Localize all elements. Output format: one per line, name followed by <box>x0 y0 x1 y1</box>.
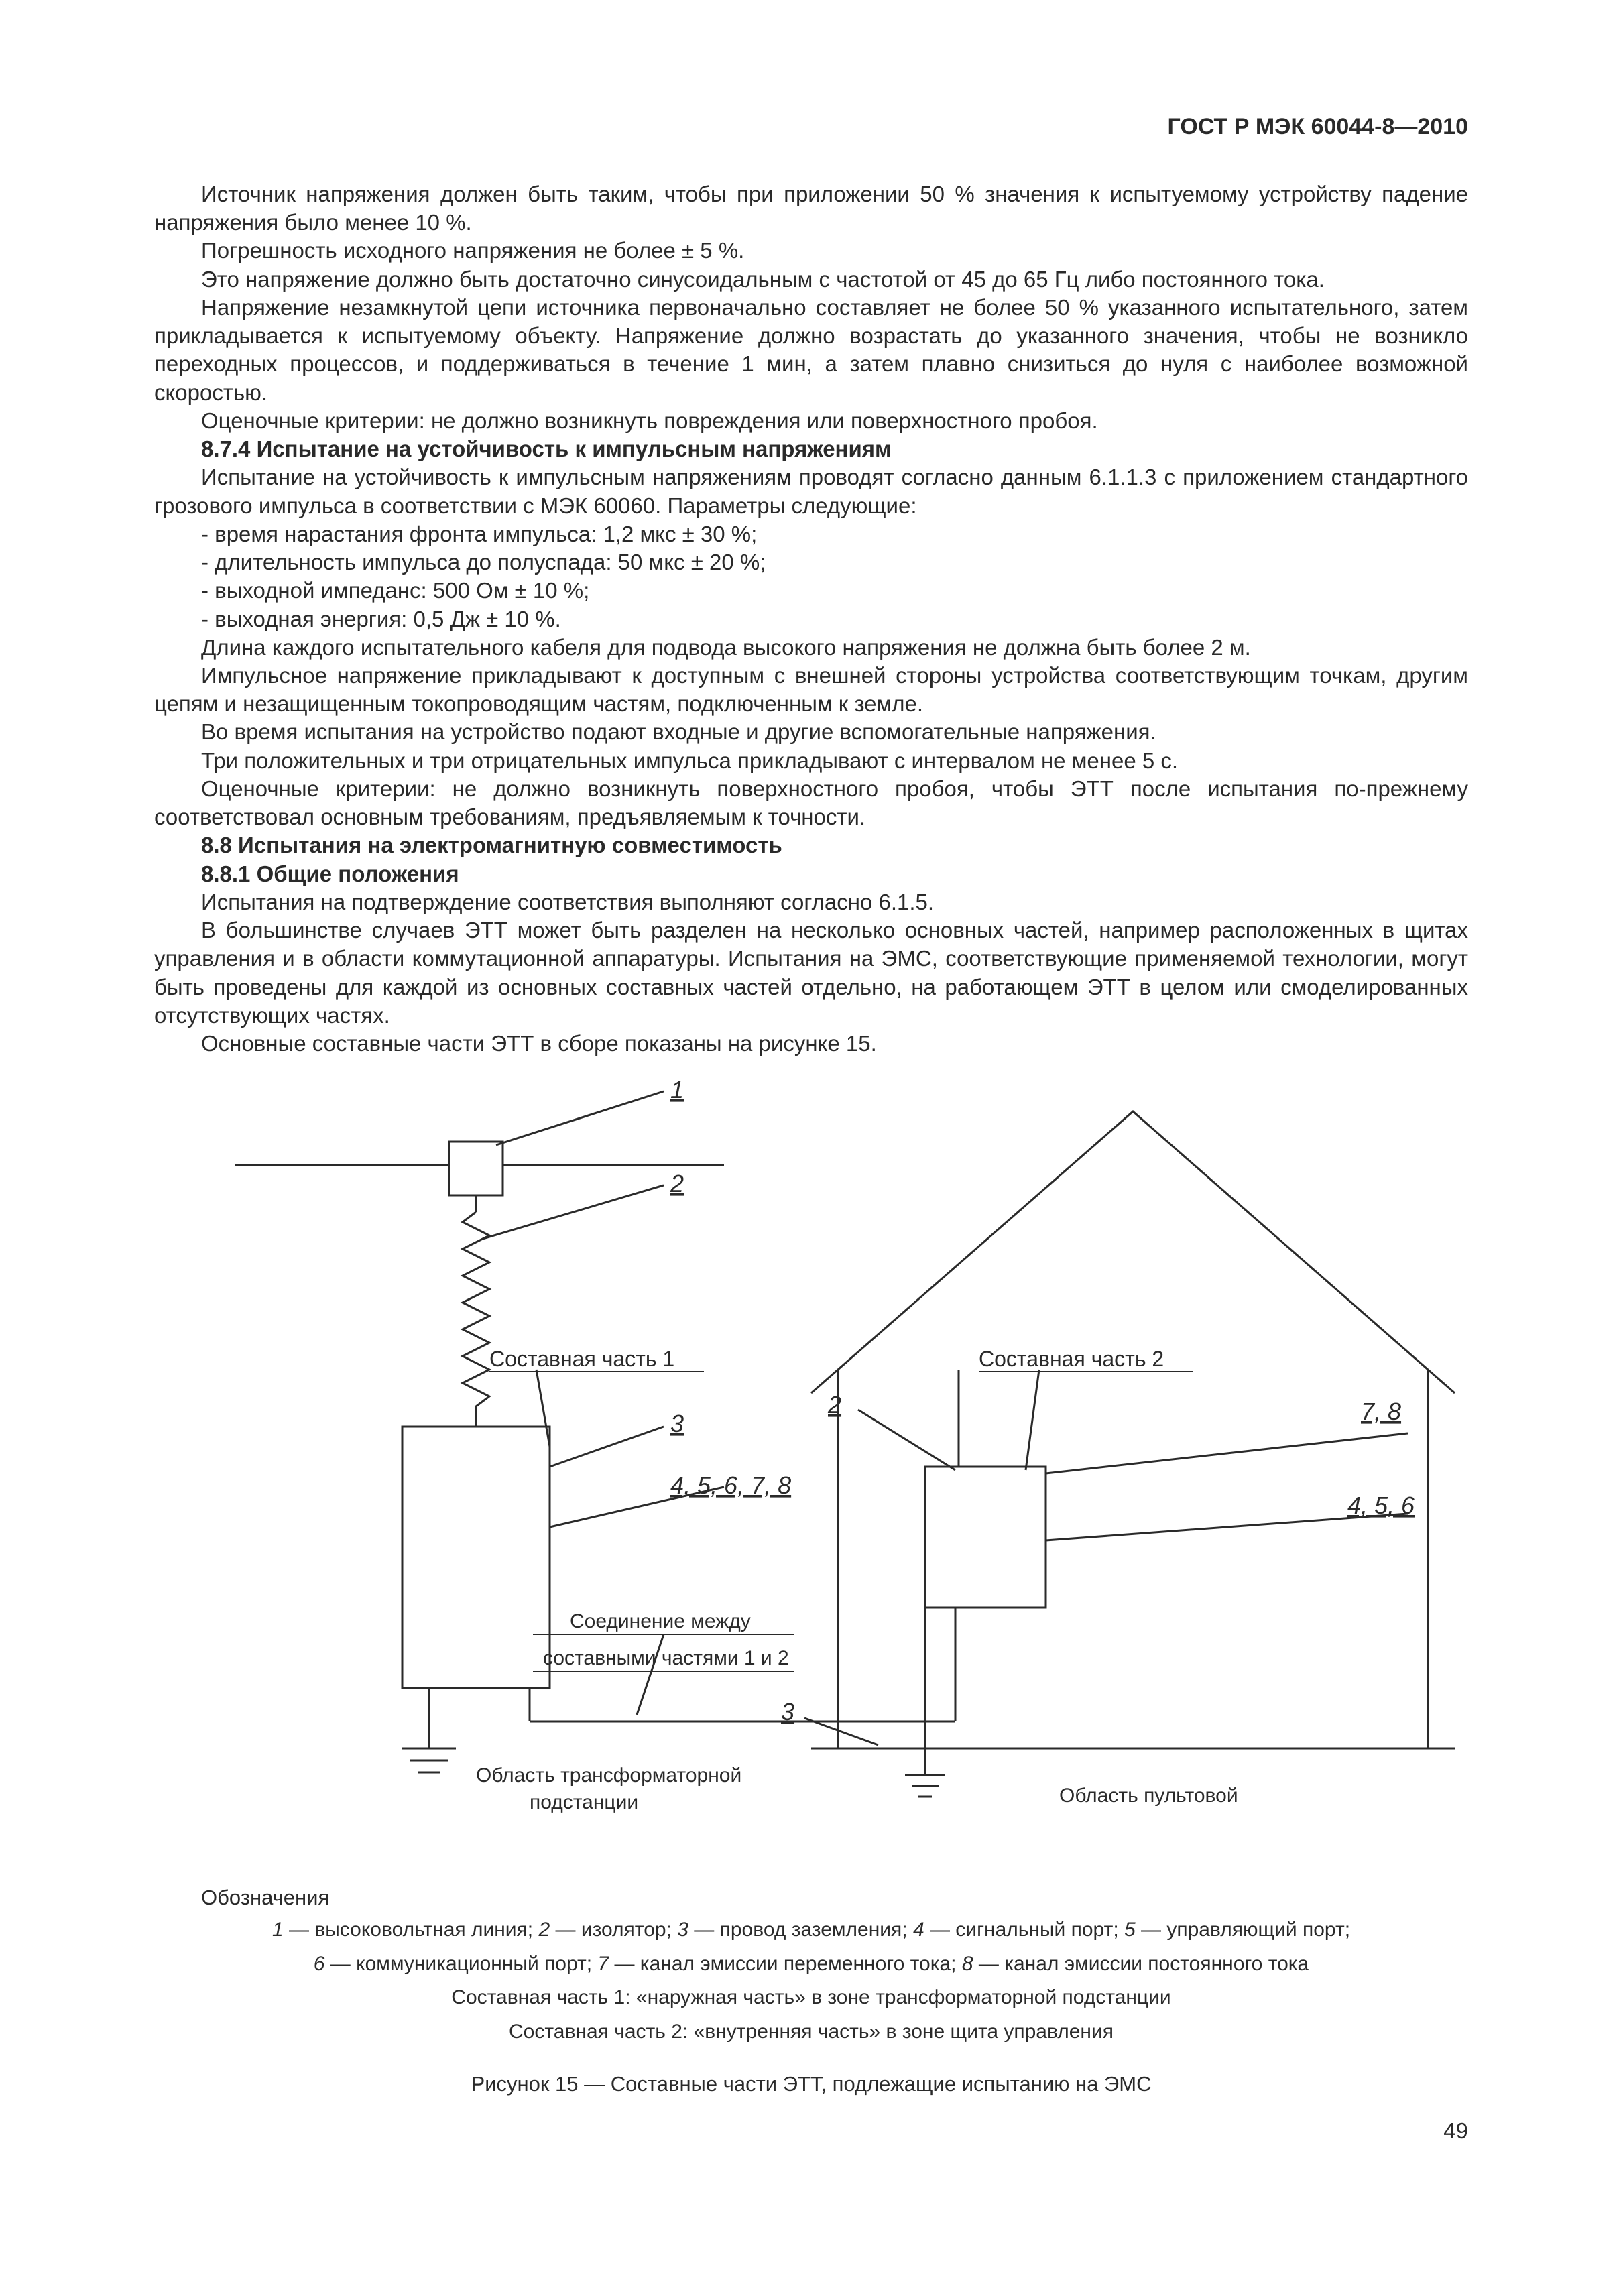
callout-2-right: 2 <box>827 1391 841 1418</box>
paragraph: В большинстве случаев ЭТТ может быть раз… <box>154 916 1468 1030</box>
list-item: - время нарастания фронта импульса: 1,2 … <box>154 520 1468 548</box>
heading-881: 8.8.1 Общие положения <box>154 860 1468 888</box>
label-area1a: Область трансформаторной <box>476 1764 741 1787</box>
paragraph: Длина каждого испытательного кабеля для … <box>154 633 1468 662</box>
legend-num: 5 <box>1124 1919 1136 1941</box>
page-number: 49 <box>1443 2118 1468 2144</box>
legend-text: — канал эмиссии переменного тока; <box>609 1953 962 1975</box>
label-conn2: составными частями 1 и 2 <box>543 1647 789 1669</box>
callout-3-left: 3 <box>670 1410 684 1437</box>
list-item: - выходной импеданс: 500 Ом ± 10 %; <box>154 577 1468 605</box>
paragraph: Испытание на устойчивость к импульсным н… <box>154 463 1468 520</box>
legend-num: 4 <box>913 1919 924 1941</box>
paragraph: Во время испытания на устройство подают … <box>154 718 1468 746</box>
figure-15: 1 2 Составная часть 1 3 4, 5, 6, 7, 8 Со… <box>154 1071 1468 2096</box>
callout-456: 4, 5, 6 <box>1347 1492 1415 1519</box>
legend-line-3: Составная часть 1: «наружная часть» в зо… <box>154 1984 1468 2012</box>
paragraph: Это напряжение должно быть достаточно си… <box>154 265 1468 294</box>
paragraph: Оценочные критерии: не должно возникнуть… <box>154 775 1468 831</box>
callout-2-left: 2 <box>670 1170 684 1197</box>
legend-num: 2 <box>538 1919 550 1941</box>
legend-text: — высоковольтная линия; <box>284 1919 539 1941</box>
legend-text: — сигнальный порт; <box>924 1919 1124 1941</box>
legend-num: 6 <box>314 1953 325 1975</box>
legend-num: 7 <box>597 1953 609 1975</box>
callout-78: 7, 8 <box>1361 1398 1401 1425</box>
paragraph: Импульсное напряжение прикладывают к дос… <box>154 662 1468 718</box>
paragraph: Испытания на подтверждение соответствия … <box>154 888 1468 916</box>
list-item: - длительность импульса до полуспада: 50… <box>154 548 1468 577</box>
legend-text: — управляющий порт; <box>1136 1919 1350 1941</box>
legend-line-4: Составная часть 2: «внутренняя часть» в … <box>154 2018 1468 2046</box>
legend-text: — изолятор; <box>550 1919 677 1941</box>
label-comp1: Составная часть 1 <box>489 1347 674 1371</box>
paragraph: Напряжение незамкнутой цепи источника пе… <box>154 294 1468 407</box>
paragraph: Источник напряжения должен быть таким, ч… <box>154 180 1468 237</box>
document-header: ГОСТ Р МЭК 60044-8—2010 <box>154 114 1468 140</box>
callout-45678: 4, 5, 6, 7, 8 <box>670 1471 791 1499</box>
paragraph: Погрешность исходного напряжения не боле… <box>154 237 1468 265</box>
list-item: - выходная энергия: 0,5 Дж ± 10 %. <box>154 605 1468 633</box>
heading-88: 8.8 Испытания на электромагнитную совмес… <box>154 831 1468 859</box>
legend-text: — канал эмиссии постоянного тока <box>973 1953 1309 1975</box>
label-area2: Область пультовой <box>1059 1785 1238 1807</box>
paragraph: Основные составные части ЭТТ в сборе пок… <box>154 1030 1468 1058</box>
figure-caption: Рисунок 15 — Составные части ЭТТ, подлеж… <box>154 2072 1468 2096</box>
legend-title: Обозначения <box>154 1886 1468 1910</box>
legend-line-1: 1 — высоковольтная линия; 2 — изолятор; … <box>154 1917 1468 1944</box>
paragraph: Оценочные критерии: не должно возникнуть… <box>154 407 1468 435</box>
label-comp2: Составная часть 2 <box>979 1347 1164 1371</box>
heading-874: 8.7.4 Испытание на устойчивость к импуль… <box>154 435 1468 463</box>
body-text: Источник напряжения должен быть таким, ч… <box>154 180 1468 1058</box>
legend-num: 3 <box>677 1919 688 1941</box>
legend-text: — провод заземления; <box>688 1919 913 1941</box>
legend-num: 8 <box>962 1953 973 1975</box>
label-conn1: Соединение между <box>570 1610 751 1632</box>
label-area1b: подстанции <box>530 1791 638 1813</box>
legend-num: 1 <box>272 1919 284 1941</box>
callout-1: 1 <box>670 1076 684 1103</box>
legend-line-2: 6 — коммуникационный порт; 7 — канал эми… <box>154 1951 1468 1978</box>
legend-text: — коммуникационный порт; <box>324 1953 597 1975</box>
callout-3-mid: 3 <box>781 1698 794 1726</box>
paragraph: Три положительных и три отрицательных им… <box>154 747 1468 775</box>
